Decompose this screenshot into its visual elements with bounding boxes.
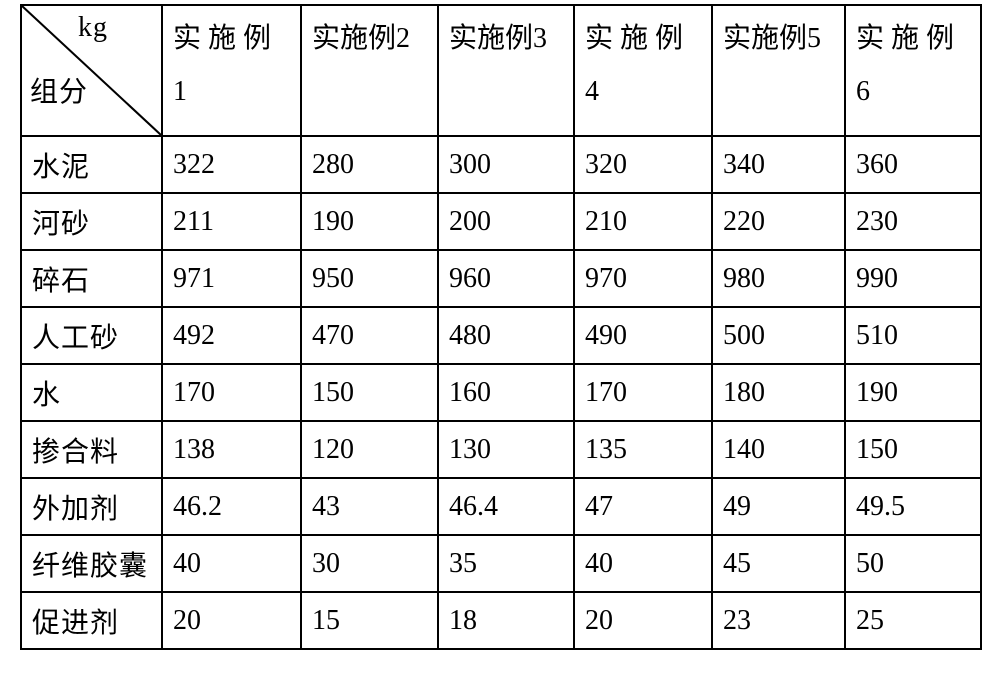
row-label: 水泥	[21, 136, 162, 193]
table-cell: 150	[845, 421, 981, 478]
table-cell: 160	[438, 364, 574, 421]
corner-cell: kg 组分	[21, 5, 162, 136]
table-cell: 190	[301, 193, 438, 250]
table-cell: 170	[162, 364, 301, 421]
table-row: 纤维胶囊403035404550	[21, 535, 981, 592]
row-label: 河砂	[21, 193, 162, 250]
table-cell: 135	[574, 421, 712, 478]
table-cell: 950	[301, 250, 438, 307]
table-cell: 210	[574, 193, 712, 250]
row-label: 外加剂	[21, 478, 162, 535]
table-cell: 30	[301, 535, 438, 592]
corner-bottom-label: 组分	[30, 70, 88, 110]
row-label: 掺合料	[21, 421, 162, 478]
table-cell: 960	[438, 250, 574, 307]
table-cell: 47	[574, 478, 712, 535]
table-row: 水泥322280300320340360	[21, 136, 981, 193]
table-row: 掺合料138120130135140150	[21, 421, 981, 478]
table-cell: 322	[162, 136, 301, 193]
data-table: kg 组分 实 施 例 1 实施例2 实施例3	[20, 4, 982, 650]
table-row: 碎石971950960970980990	[21, 250, 981, 307]
column-header-1-line2: 1	[173, 76, 187, 107]
table-cell: 470	[301, 307, 438, 364]
table-cell: 150	[301, 364, 438, 421]
table-cell: 46.4	[438, 478, 574, 535]
column-header-4-line2: 4	[585, 76, 599, 107]
row-label: 纤维胶囊	[21, 535, 162, 592]
table-cell: 46.2	[162, 478, 301, 535]
table-row: 外加剂46.24346.4474949.5	[21, 478, 981, 535]
table-cell: 180	[712, 364, 845, 421]
column-header-2: 实施例2	[301, 5, 438, 136]
table-cell: 990	[845, 250, 981, 307]
row-label: 水	[21, 364, 162, 421]
table-cell: 300	[438, 136, 574, 193]
column-header-4-line1: 实 施 例	[585, 23, 683, 54]
table-cell: 280	[301, 136, 438, 193]
table-cell: 25	[845, 592, 981, 649]
table-cell: 510	[845, 307, 981, 364]
table-cell: 18	[438, 592, 574, 649]
table-cell: 500	[712, 307, 845, 364]
table-cell: 480	[438, 307, 574, 364]
table-cell: 43	[301, 478, 438, 535]
table-cell: 320	[574, 136, 712, 193]
table-cell: 49.5	[845, 478, 981, 535]
corner-top-label: kg	[78, 12, 108, 44]
table-cell: 40	[162, 535, 301, 592]
table-cell: 49	[712, 478, 845, 535]
header-row: kg 组分 实 施 例 1 实施例2 实施例3	[21, 5, 981, 136]
table-row: 人工砂492470480490500510	[21, 307, 981, 364]
column-header-5-line1: 实施例5	[723, 23, 821, 54]
table-cell: 360	[845, 136, 981, 193]
table-cell: 40	[574, 535, 712, 592]
table-cell: 490	[574, 307, 712, 364]
table-cell: 20	[574, 592, 712, 649]
row-label: 碎石	[21, 250, 162, 307]
table-cell: 45	[712, 535, 845, 592]
table-cell: 15	[301, 592, 438, 649]
table-cell: 340	[712, 136, 845, 193]
column-header-3: 实施例3	[438, 5, 574, 136]
column-header-6: 实 施 例 6	[845, 5, 981, 136]
table-row: 河砂211190200210220230	[21, 193, 981, 250]
table-cell: 20	[162, 592, 301, 649]
table-cell: 138	[162, 421, 301, 478]
column-header-2-line1: 实施例2	[312, 23, 410, 54]
table-cell: 970	[574, 250, 712, 307]
table-row: 促进剂201518202325	[21, 592, 981, 649]
column-header-6-line2: 6	[856, 76, 870, 107]
column-header-3-line1: 实施例3	[449, 23, 547, 54]
table-cell: 120	[301, 421, 438, 478]
column-header-4: 实 施 例 4	[574, 5, 712, 136]
table-cell: 130	[438, 421, 574, 478]
table-row: 水170150160170180190	[21, 364, 981, 421]
row-label: 促进剂	[21, 592, 162, 649]
row-label: 人工砂	[21, 307, 162, 364]
column-header-1: 实 施 例 1	[162, 5, 301, 136]
table-cell: 971	[162, 250, 301, 307]
table-cell: 35	[438, 535, 574, 592]
page-container: kg 组分 实 施 例 1 实施例2 实施例3	[0, 0, 1000, 678]
table-cell: 23	[712, 592, 845, 649]
table-cell: 230	[845, 193, 981, 250]
column-header-1-line1: 实 施 例	[173, 23, 271, 54]
column-header-6-line1: 实 施 例	[856, 23, 954, 54]
table-cell: 492	[162, 307, 301, 364]
table-cell: 211	[162, 193, 301, 250]
table-cell: 200	[438, 193, 574, 250]
table-cell: 980	[712, 250, 845, 307]
table-cell: 170	[574, 364, 712, 421]
table-cell: 50	[845, 535, 981, 592]
column-header-5: 实施例5	[712, 5, 845, 136]
table-body: 水泥322280300320340360河砂211190200210220230…	[21, 136, 981, 649]
table-cell: 190	[845, 364, 981, 421]
table-cell: 140	[712, 421, 845, 478]
table-cell: 220	[712, 193, 845, 250]
